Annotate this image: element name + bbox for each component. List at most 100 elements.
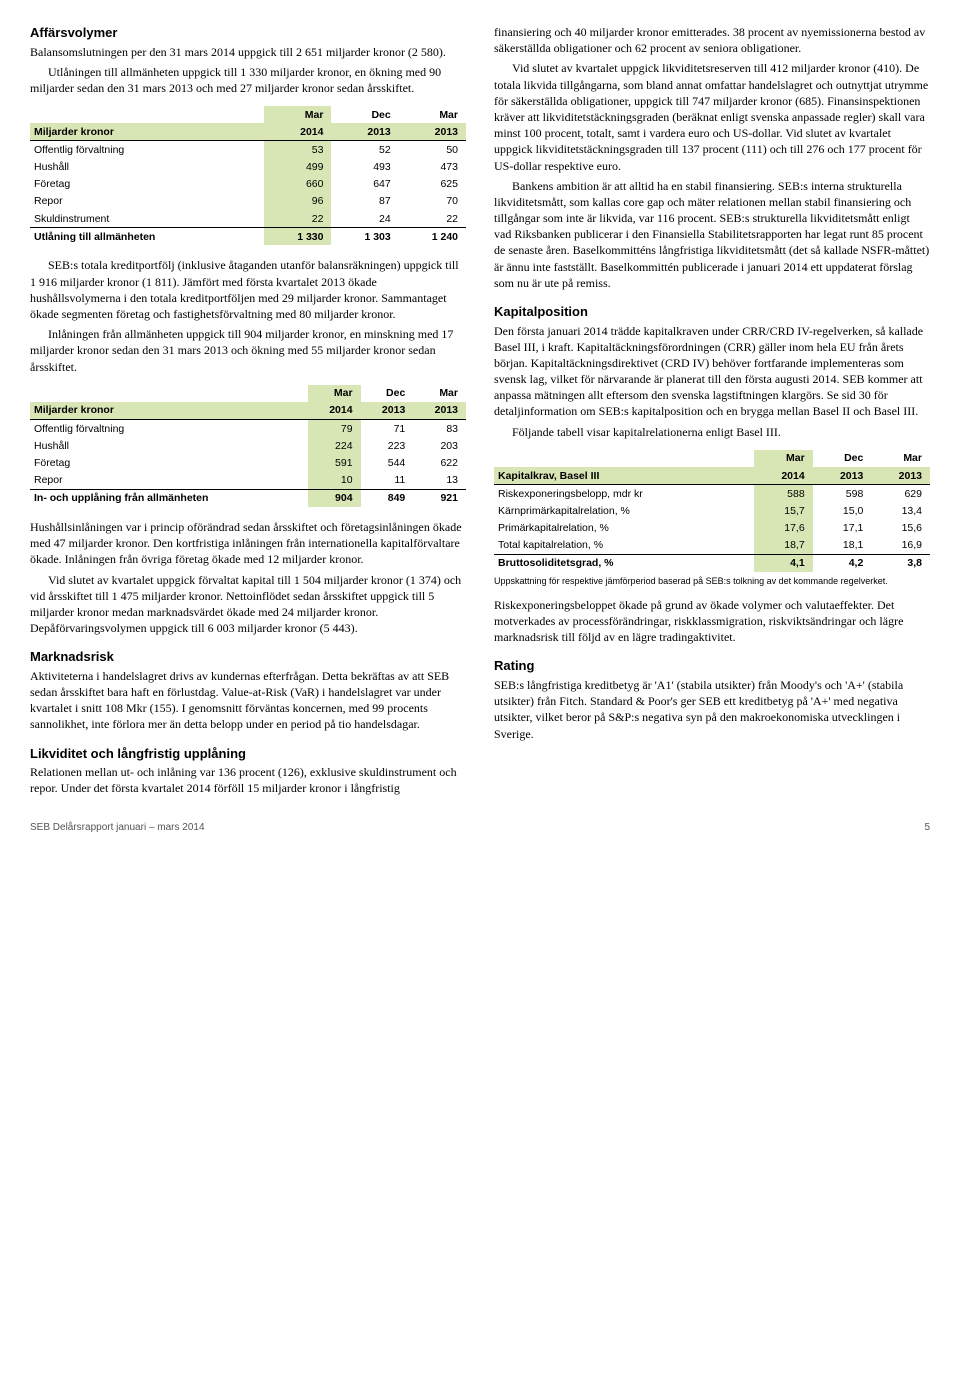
td: 647 [331, 176, 398, 193]
para: Riskexponeringsbeloppet ökade på grund a… [494, 597, 930, 646]
heading-kapitalposition: Kapitalposition [494, 303, 930, 321]
td: Bruttosoliditetsgrad, % [494, 554, 754, 572]
td: 96 [264, 193, 331, 210]
td: 904 [308, 489, 361, 507]
th: 2014 [264, 123, 331, 141]
td: 17,1 [813, 520, 872, 537]
heading-likviditet: Likviditet och långfristig upplåning [30, 745, 466, 763]
table-utlaning: Mar Dec Mar Miljarder kronor 2014 2013 2… [30, 106, 466, 245]
td: Utlåning till allmänheten [30, 228, 264, 246]
th: Mar [754, 450, 813, 467]
td: Företag [30, 454, 308, 471]
td: Total kapitalrelation, % [494, 537, 754, 555]
para: finansiering och 40 miljarder kronor emi… [494, 24, 930, 56]
th: 2013 [871, 467, 930, 485]
para: Vid slutet av kvartalet uppgick förvalta… [30, 572, 466, 637]
th [30, 385, 308, 402]
th: 2013 [813, 467, 872, 485]
td: In- och upplåning från allmänheten [30, 489, 308, 507]
th [494, 450, 754, 467]
para: Vid slutet av kvartalet uppgick likvidit… [494, 60, 930, 173]
td: 499 [264, 159, 331, 176]
td: Kärnprimärkapitalrelation, % [494, 502, 754, 519]
para: SEB:s långfristiga kreditbetyg är 'A1' (… [494, 677, 930, 742]
td: 660 [264, 176, 331, 193]
para: Utlåningen till allmänheten uppgick till… [30, 64, 466, 96]
th: Mar [308, 385, 361, 402]
td: 52 [331, 141, 398, 159]
td: Riskexponeringsbelopp, mdr kr [494, 485, 754, 503]
td: 849 [361, 489, 414, 507]
td: Skuldinstrument [30, 210, 264, 228]
table-kapitalkrav: Mar Dec Mar Kapitalkrav, Basel III 2014 … [494, 450, 930, 572]
heading-affars: Affärsvolymer [30, 24, 466, 42]
para: Hushållsinlåningen var i princip oföränd… [30, 519, 466, 568]
td: 70 [399, 193, 466, 210]
th: Dec [331, 106, 398, 123]
td: 10 [308, 472, 361, 490]
td: 18,1 [813, 537, 872, 555]
td: 22 [399, 210, 466, 228]
td: 18,7 [754, 537, 813, 555]
para: Följande tabell visar kapitalrelationern… [494, 424, 930, 440]
td: 13,4 [871, 502, 930, 519]
td: 591 [308, 454, 361, 471]
td: Repor [30, 472, 308, 490]
td: 224 [308, 437, 361, 454]
th: Dec [361, 385, 414, 402]
td: 17,6 [754, 520, 813, 537]
th: Miljarder kronor [30, 123, 264, 141]
td: 598 [813, 485, 872, 503]
td: Hushåll [30, 159, 264, 176]
td: 4,2 [813, 554, 872, 572]
footer-page-number: 5 [924, 821, 930, 835]
td: 15,6 [871, 520, 930, 537]
th: 2014 [754, 467, 813, 485]
th: 2014 [308, 402, 361, 420]
td: 629 [871, 485, 930, 503]
td: 22 [264, 210, 331, 228]
td: 493 [331, 159, 398, 176]
td: Hushåll [30, 437, 308, 454]
th: 2013 [331, 123, 398, 141]
para: SEB:s totala kreditportfölj (inklusive å… [30, 257, 466, 322]
td: 24 [331, 210, 398, 228]
td: 16,9 [871, 537, 930, 555]
th: Mar [871, 450, 930, 467]
td: Offentlig förvaltning [30, 141, 264, 159]
td: Primärkapitalrelation, % [494, 520, 754, 537]
td: 87 [331, 193, 398, 210]
td: 622 [413, 454, 466, 471]
td: 1 330 [264, 228, 331, 246]
td: 588 [754, 485, 813, 503]
th: Miljarder kronor [30, 402, 308, 420]
th: Mar [264, 106, 331, 123]
td: 13 [413, 472, 466, 490]
td: Repor [30, 193, 264, 210]
right-column: finansiering och 40 miljarder kronor emi… [494, 24, 930, 801]
th: Dec [813, 450, 872, 467]
table-footnote: Uppskattning för respektive jämförperiod… [494, 576, 930, 587]
th: 2013 [413, 402, 466, 420]
footer-left: SEB Delårsrapport januari – mars 2014 [30, 821, 205, 835]
th: Kapitalkrav, Basel III [494, 467, 754, 485]
td: 3,8 [871, 554, 930, 572]
td: Offentlig förvaltning [30, 420, 308, 438]
td: 50 [399, 141, 466, 159]
td: 1 240 [399, 228, 466, 246]
td: 15,7 [754, 502, 813, 519]
th [30, 106, 264, 123]
para: Aktiviteterna i handelslagret drivs av k… [30, 668, 466, 733]
td: 921 [413, 489, 466, 507]
td: 473 [399, 159, 466, 176]
two-column-layout: Affärsvolymer Balansomslutningen per den… [30, 24, 930, 801]
th: Mar [399, 106, 466, 123]
td: 79 [308, 420, 361, 438]
para: Inlåningen från allmänheten uppgick till… [30, 326, 466, 375]
para: Bankens ambition är att alltid ha en sta… [494, 178, 930, 291]
td: 83 [413, 420, 466, 438]
para: Den första januari 2014 trädde kapitalkr… [494, 323, 930, 420]
th: 2013 [361, 402, 414, 420]
td: 223 [361, 437, 414, 454]
td: 1 303 [331, 228, 398, 246]
